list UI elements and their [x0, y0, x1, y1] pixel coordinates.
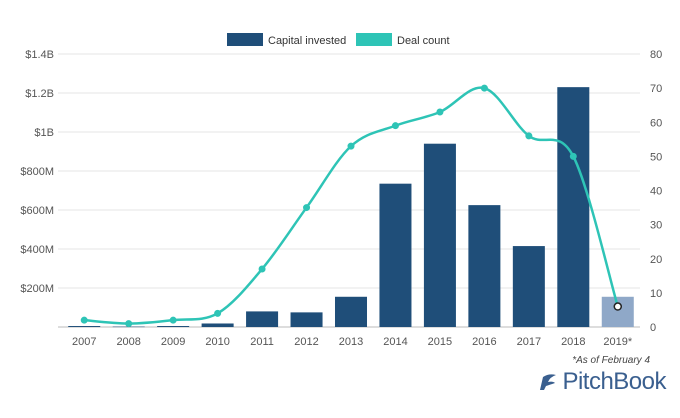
y-right-tick-label: 80	[650, 49, 662, 61]
bar	[290, 312, 323, 327]
y-right-tick-label: 0	[650, 322, 656, 334]
y-right-tick-label: 30	[650, 220, 662, 232]
deal-count-point	[436, 108, 444, 116]
x-tick-label: 2011	[250, 336, 274, 348]
y-right-tick-label: 60	[650, 117, 662, 129]
bar	[157, 326, 190, 327]
x-tick-label: 2014	[383, 336, 407, 348]
bar	[557, 87, 590, 328]
bar	[246, 311, 279, 327]
bar	[601, 296, 634, 327]
bar	[68, 326, 101, 327]
deal-count-point	[613, 302, 623, 311]
deal-count-point	[347, 142, 355, 150]
x-tick-label: 2007	[72, 336, 96, 348]
bar	[468, 205, 501, 327]
pitchbook-logo-icon	[540, 374, 557, 390]
y-right-tick-label: 70	[650, 83, 662, 95]
deal-count-point	[391, 122, 399, 130]
deal-count-point	[80, 316, 88, 324]
footnote: *As of February 4	[572, 355, 650, 366]
deal-count-point	[525, 132, 533, 140]
deal-count-point	[214, 309, 222, 317]
legend-swatch-deal-count	[356, 33, 392, 46]
y-left-tick-label: $1.4B	[25, 49, 54, 61]
brand-name: PitchBook	[562, 368, 666, 395]
deal-count-point	[569, 152, 577, 160]
x-tick-label: 2017	[517, 336, 541, 348]
x-tick-label: 2009	[161, 336, 185, 348]
y-left-tick-label: $200M	[20, 283, 54, 295]
x-tick-label: 2019*	[603, 336, 632, 348]
x-tick-label: 2010	[205, 336, 229, 348]
x-tick-label: 2018	[561, 336, 585, 348]
y-right-tick-label: 10	[650, 288, 662, 300]
bar	[379, 183, 412, 327]
deal-count-point	[480, 84, 488, 92]
deal-count-point	[125, 320, 133, 328]
y-left-tick-label: $1.2B	[25, 88, 54, 100]
legend-swatch-capital	[227, 33, 263, 46]
x-tick-label: 2008	[116, 336, 140, 348]
y-right-tick-label: 50	[650, 151, 662, 163]
deal-count-point	[169, 316, 177, 324]
bar	[512, 246, 545, 327]
deal-count-point	[303, 204, 311, 212]
x-tick-label: 2013	[339, 336, 363, 348]
deal-count-point	[258, 265, 266, 273]
bar	[201, 323, 234, 327]
brand-logo: PitchBook	[537, 368, 666, 396]
bar	[423, 143, 456, 327]
y-right-tick-label: 20	[650, 254, 662, 266]
x-tick-label: 2016	[472, 336, 496, 348]
legend-label-capital: Capital invested	[268, 35, 346, 47]
legend-label-deal-count: Deal count	[397, 35, 450, 47]
y-right-tick-label: 40	[650, 186, 662, 198]
bar	[334, 296, 368, 327]
x-tick-label: 2015	[428, 336, 452, 348]
y-left-tick-label: $400M	[20, 244, 54, 256]
y-left-tick-label: $1B	[34, 127, 54, 139]
x-tick-label: 2012	[294, 336, 318, 348]
y-left-tick-label: $600M	[20, 205, 54, 217]
y-left-tick-label: $800M	[20, 166, 54, 178]
